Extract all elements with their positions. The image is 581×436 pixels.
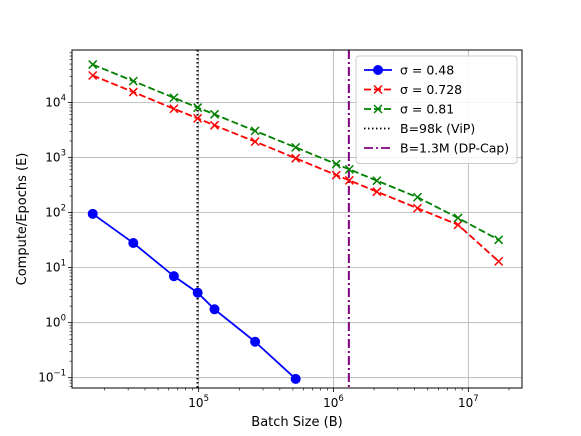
data-point bbox=[209, 120, 220, 130]
axis-ticks: 105 106 107 10−1 100 101 102 103 104 bbox=[38, 94, 479, 410]
plot-frame bbox=[71, 49, 523, 389]
data-point bbox=[192, 287, 203, 298]
data-point bbox=[331, 170, 341, 180]
series-2 bbox=[88, 70, 504, 266]
data-point bbox=[193, 103, 203, 113]
y-axis-label: Compute/Epochs (E) bbox=[15, 153, 30, 286]
reference-lines bbox=[196, 50, 350, 388]
legend-item: B=98k (ViP) bbox=[364, 121, 475, 136]
legend-marker bbox=[373, 104, 383, 114]
series-1 bbox=[87, 208, 301, 384]
legend-item: σ = 0.48 bbox=[364, 63, 454, 78]
data-point bbox=[128, 76, 138, 86]
legend-marker bbox=[373, 65, 383, 75]
data-point bbox=[87, 208, 98, 219]
series-line bbox=[92, 213, 297, 380]
data-point bbox=[209, 304, 220, 315]
data-point bbox=[453, 213, 463, 223]
x-tick-label: 107 bbox=[458, 394, 479, 410]
legend-label: σ = 0.81 bbox=[400, 102, 454, 117]
data-point bbox=[250, 137, 260, 147]
data-point bbox=[169, 104, 179, 114]
data-point bbox=[88, 60, 98, 70]
data-point bbox=[494, 235, 504, 245]
data-point bbox=[494, 256, 504, 266]
data-point bbox=[193, 113, 203, 123]
legend-item: B=1.3M (DP-Cap) bbox=[364, 141, 509, 156]
data-point bbox=[412, 203, 422, 213]
legend-label: σ = 0.728 bbox=[400, 82, 462, 97]
x-tick-label: 106 bbox=[323, 394, 344, 410]
data-point bbox=[128, 238, 139, 249]
data-point bbox=[209, 109, 220, 119]
legend-item: σ = 0.81 bbox=[364, 102, 454, 117]
data-point bbox=[291, 142, 301, 152]
y-tick-label: 10−1 bbox=[38, 369, 66, 385]
y-tick-label: 104 bbox=[45, 94, 66, 110]
data-point bbox=[372, 176, 382, 186]
legend-label: σ = 0.48 bbox=[400, 63, 454, 78]
data-point bbox=[344, 175, 354, 185]
y-tick-label: 102 bbox=[45, 204, 66, 220]
y-tick-label: 103 bbox=[45, 149, 66, 165]
x-tick-label: 105 bbox=[188, 394, 209, 410]
legend: σ = 0.48 σ = 0.728 σ = 0.81 B=98k (ViP) B=1.… bbox=[355, 55, 518, 164]
legend-label: B=98k (ViP) bbox=[400, 121, 475, 136]
data-point bbox=[291, 153, 301, 163]
data-point bbox=[453, 220, 463, 230]
data-point bbox=[128, 87, 138, 97]
x-axis-label: Batch Size (B) bbox=[251, 415, 342, 430]
data-point bbox=[250, 336, 261, 347]
legend-box bbox=[355, 55, 518, 164]
legend-item: σ = 0.728 bbox=[364, 82, 462, 97]
y-tick-label: 101 bbox=[45, 259, 66, 275]
data-point bbox=[331, 159, 341, 169]
data-point bbox=[250, 126, 260, 136]
data-point bbox=[168, 271, 179, 282]
data-point bbox=[372, 187, 382, 197]
legend-label: B=1.3M (DP-Cap) bbox=[400, 141, 509, 156]
y-tick-label: 100 bbox=[45, 314, 66, 330]
data-point bbox=[169, 93, 179, 103]
data-point bbox=[290, 373, 301, 384]
data-point bbox=[412, 192, 422, 202]
data-series bbox=[87, 60, 504, 384]
series-3 bbox=[88, 60, 504, 245]
data-point bbox=[88, 70, 98, 81]
data-point bbox=[344, 164, 354, 174]
legend-marker bbox=[373, 84, 383, 95]
